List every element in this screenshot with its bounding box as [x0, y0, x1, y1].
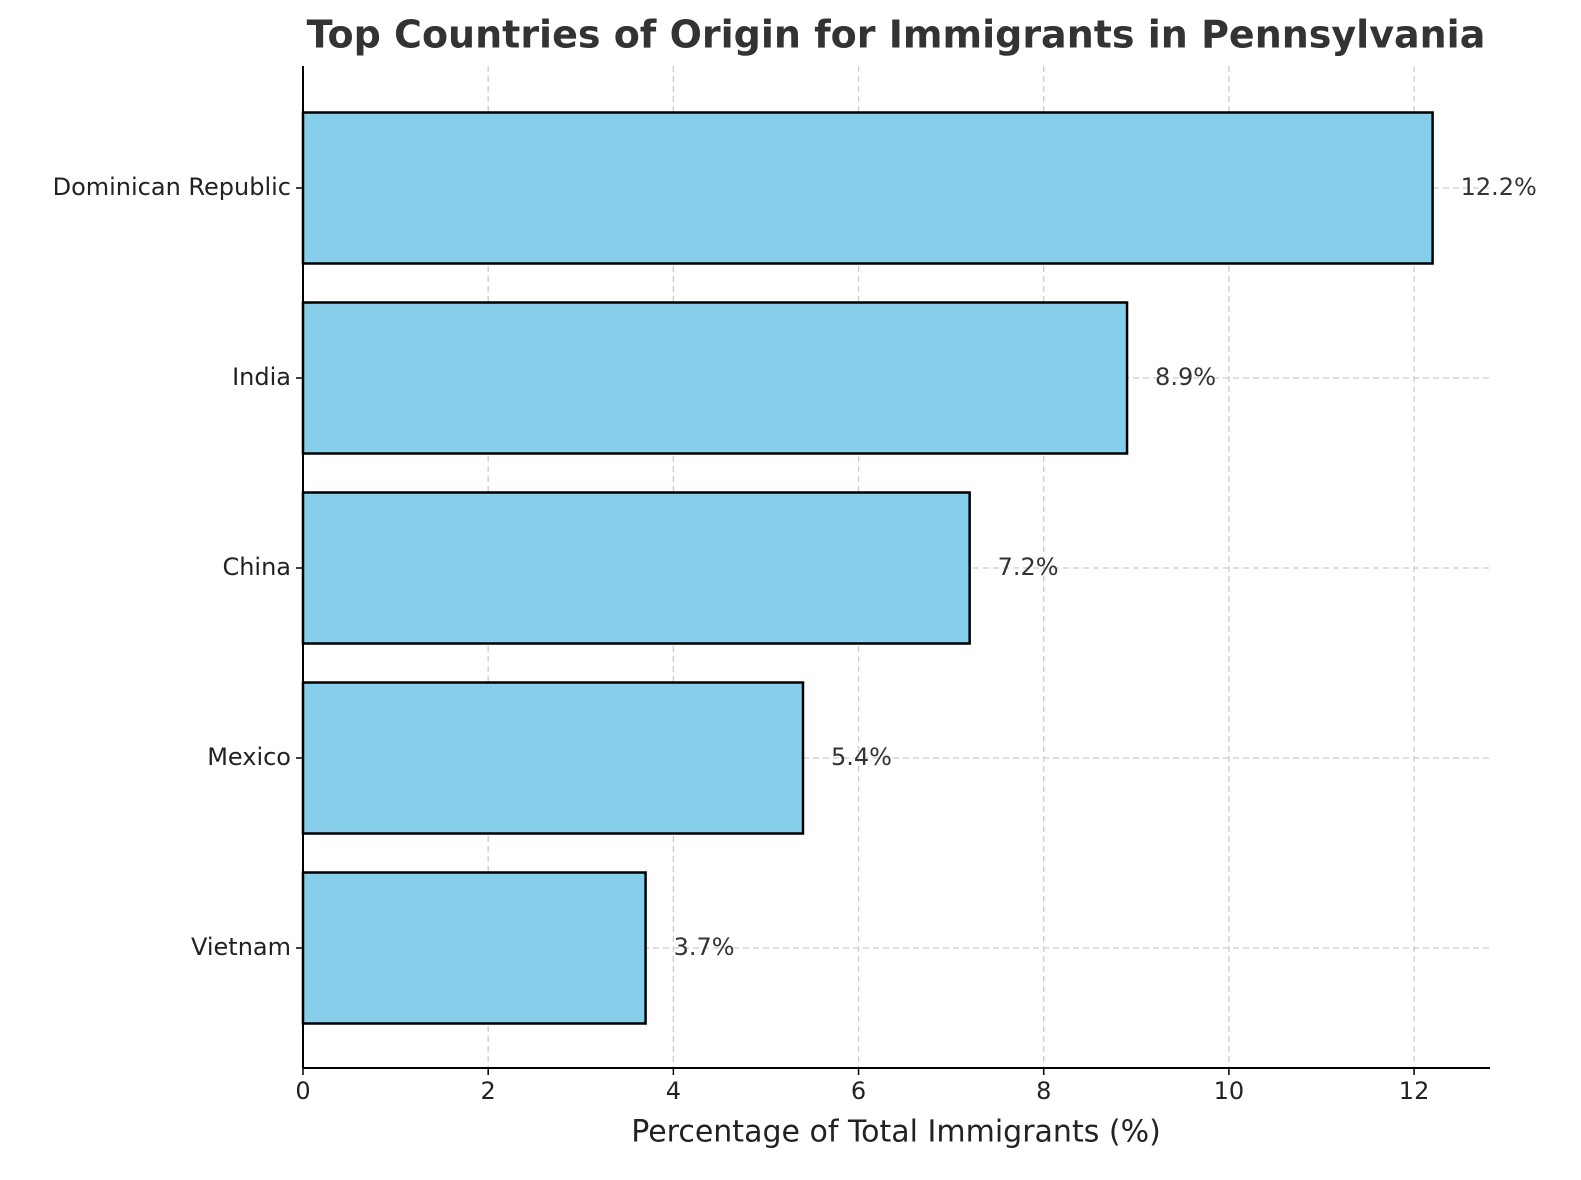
bar [301, 681, 805, 835]
bar [301, 111, 1434, 265]
data-label: 3.7% [674, 933, 735, 961]
x-tick-label: 8 [1036, 1077, 1051, 1105]
x-tick-label: 10 [1214, 1077, 1245, 1105]
data-label: 8.9% [1155, 363, 1216, 391]
x-tick-label: 6 [851, 1077, 866, 1105]
bar [301, 871, 647, 1025]
x-tick-label: 4 [666, 1077, 681, 1105]
y-tick-label: Vietnam [191, 933, 291, 961]
bar [301, 301, 1129, 455]
data-label: 5.4% [831, 743, 892, 771]
x-axis-label: Percentage of Total Immigrants (%) [631, 1115, 1161, 1150]
y-tick-label: Dominican Republic [53, 173, 291, 201]
x-tick-label: 2 [481, 1077, 496, 1105]
data-label: 7.2% [998, 553, 1059, 581]
data-label: 12.2% [1461, 173, 1537, 201]
chart-title: Top Countries of Origin for Immigrants i… [307, 13, 1486, 57]
bar [301, 491, 971, 645]
y-tick-label: India [232, 363, 291, 391]
x-tick-label: 12 [1399, 1077, 1430, 1105]
x-tick-label: 0 [295, 1077, 310, 1105]
y-tick-label: Mexico [207, 743, 291, 771]
y-tick-label: China [222, 553, 291, 581]
